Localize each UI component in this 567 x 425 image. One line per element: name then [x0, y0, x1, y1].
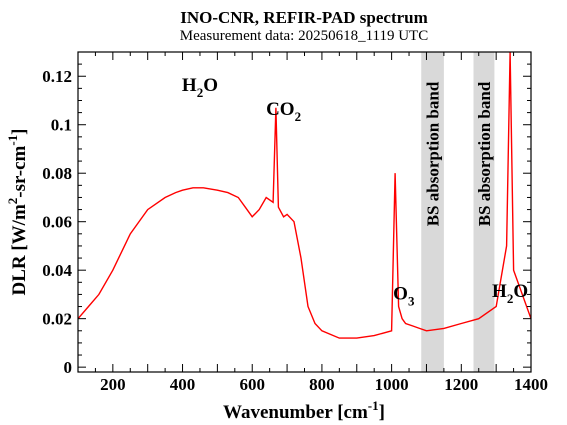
spectrum-line: [77, 51, 532, 339]
annotation-3: O3: [393, 283, 415, 308]
absorption-band-2: [473, 52, 495, 372]
y-tick-label: 0.08: [42, 164, 72, 183]
y-tick-label: 0.12: [42, 67, 72, 86]
y-axis: 0 0.02 0.04 0.06 0.08 0.1 0.12: [42, 51, 531, 377]
y-tick-label: 0.04: [42, 261, 72, 280]
x-tick-label: 600: [239, 375, 265, 394]
y-tick-label: 0.06: [42, 213, 72, 232]
x-tick-label: 1000: [375, 375, 409, 394]
absorption-bands: BS absorption band BS absorption band: [421, 52, 495, 372]
chart-title: INO-CNR, REFIR-PAD spectrum: [180, 8, 428, 27]
x-tick-label: 400: [170, 375, 196, 394]
x-axis: 200 400 600 800 1000 1200 1400: [77, 52, 548, 394]
annotation-1: H2O: [182, 75, 218, 100]
y-tick-label: 0.02: [42, 310, 72, 329]
chart-subtitle: Measurement data: 20250618_1119 UTC: [180, 28, 428, 44]
y-axis-label: DLR [W/m2-sr-cm-1]: [5, 128, 30, 295]
x-tick-label: 1400: [514, 375, 548, 394]
series-layer: [77, 51, 532, 339]
band-label-2: BS absorption band: [475, 81, 494, 226]
annotation-2: CO2: [266, 99, 301, 124]
y-tick-label: 0.1: [51, 116, 72, 135]
absorption-band-1: [421, 52, 444, 372]
x-tick-label: 800: [309, 375, 335, 394]
y-tick-label: 0: [64, 358, 73, 377]
band-label-1: BS absorption band: [424, 81, 443, 226]
x-tick-label: 1200: [444, 375, 478, 394]
x-axis-label: Wavenumber [cm-1]: [223, 398, 385, 423]
x-tick-label: 200: [100, 375, 126, 394]
